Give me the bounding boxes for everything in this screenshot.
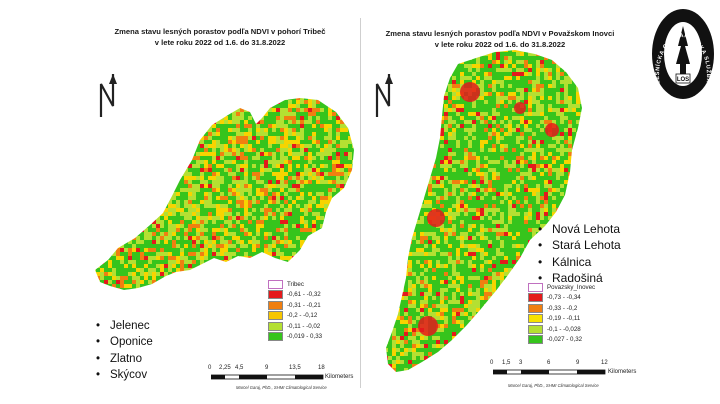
legend-class: -0,73 - -0,34 (528, 293, 595, 304)
legend-label: -0,2 - -0,12 (287, 312, 318, 320)
legend-label: -0,19 - -0,11 (547, 315, 581, 323)
list-item: • Skýcov (96, 368, 148, 381)
left-legend-layer: Tribec (268, 279, 322, 290)
legend-class: -0,11 - -0,02 (268, 321, 322, 332)
legend-swatch (528, 335, 543, 345)
right-places-list: • Nová Lehota • Stará Lehota • Kálnica • Rad… (538, 221, 621, 286)
north-arrow-icon (99, 74, 117, 117)
legend-swatch (268, 311, 283, 321)
legend-swatch (268, 290, 283, 300)
legend-class: -0,31 - -0,21 (268, 300, 322, 311)
legend-class: -0,019 - 0,33 (268, 332, 322, 343)
legend-swatch (268, 300, 283, 310)
list-item: • Kálnica (538, 254, 592, 269)
legend-label: -0,33 - -0,2 (547, 304, 578, 312)
list-item: • Radošiná (538, 270, 603, 285)
legend-class: -0,61 - -0,32 (268, 290, 322, 301)
north-arrow-icon (375, 74, 393, 117)
legend-class: -0,2 - -0,12 (268, 311, 322, 322)
logo-monogram: LOS (677, 77, 689, 83)
legend-swatch (528, 293, 543, 303)
left-places-list: • Jelenec • Oponice • Zlatno • Skýcov (96, 318, 153, 383)
left-map-title: Zmena stavu lesných porastov podľa NDVI … (114, 27, 326, 47)
legend-label: -0,1 - -0,028 (547, 325, 581, 333)
list-item: • Nová Lehota (538, 222, 621, 236)
legend-swatch (528, 324, 543, 334)
right-map-title: Zmena stavu lesných porastov podľa NDVI … (385, 29, 615, 49)
panel-divider (360, 18, 361, 388)
legend-class: -0,027 - 0,32 (528, 335, 595, 346)
left-map-legend: Tribec -0,61 - -0,32 -0,31 - -0,21 -0,2 - … (268, 279, 322, 342)
right-scale-bar-graphic (493, 369, 606, 375)
list-item: • Zlatno (96, 352, 142, 365)
legend-swatch (268, 332, 283, 342)
legend-label: -0,31 - -0,21 (287, 301, 321, 309)
legend-class: -0,19 - -0,11 (528, 314, 595, 325)
right-map-credit: Marcel Garaj, PhD., SHMI Climatological … (508, 383, 599, 388)
list-item: • Stará Lehota (538, 238, 621, 253)
legend-label: -0,027 - 0,32 (547, 336, 583, 344)
list-item: • Jelenec (96, 320, 150, 332)
legend-swatch (528, 314, 543, 324)
legend-swatch (528, 303, 543, 313)
legend-label: -0,11 - -0,02 (287, 322, 321, 330)
legend-class: -0,1 - -0,028 (528, 324, 595, 335)
right-map-legend: Povazsky_Inovec -0,73 - -0,34 -0,33 - -0,… (528, 282, 595, 345)
legend-swatch (268, 321, 283, 331)
legend-label: -0,019 - 0,33 (287, 333, 323, 341)
legend-class: -0,33 - -0,2 (528, 303, 595, 314)
legend-label: -0,73 - -0,34 (547, 294, 581, 302)
legend-label: -0,61 - -0,32 (287, 291, 321, 299)
los-logo: LOS LESNÍCKA OCHRANÁRSKA SLUŽBA (652, 9, 714, 99)
right-legend-layer: Povazsky_Inovec (528, 282, 595, 293)
left-scale-bar-graphic (211, 374, 324, 380)
left-map-credit: Marcel Garaj, PhD., SHMI Climatological … (236, 385, 327, 390)
list-item: • Oponice (96, 336, 153, 349)
